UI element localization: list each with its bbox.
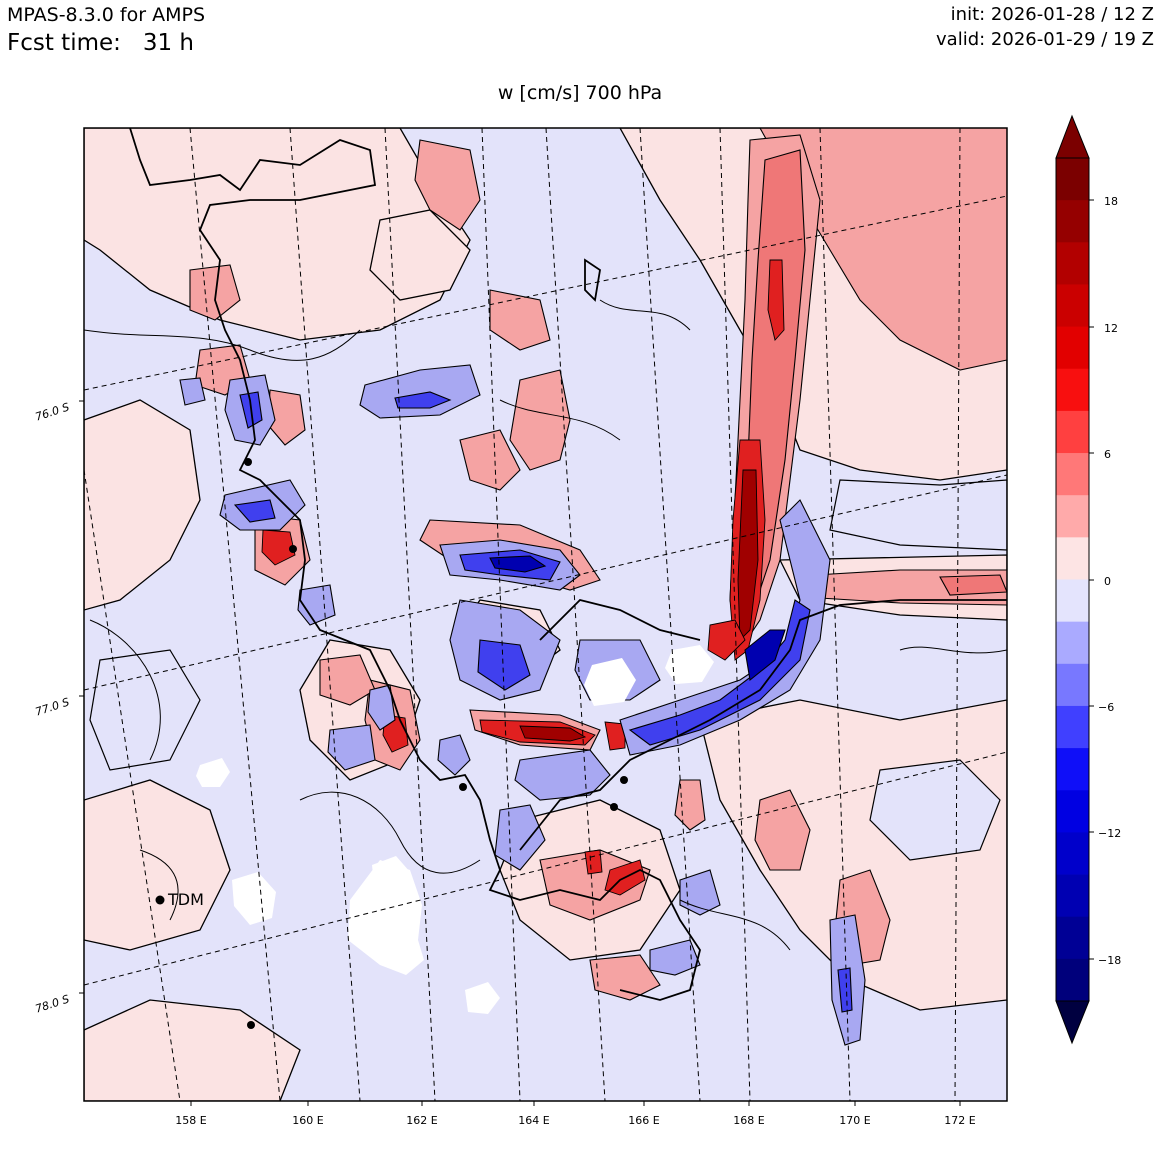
colorbar-segment xyxy=(1056,537,1089,580)
colorbar-segment xyxy=(1056,284,1089,327)
colorbar-segment xyxy=(1056,410,1089,454)
colorbar-tick-6: 6 xyxy=(1104,448,1111,461)
lat-label-78: 78.0 S xyxy=(34,992,71,1015)
colorbar-extend-top xyxy=(1055,114,1090,159)
lon-label-164: 164 E xyxy=(518,1114,549,1127)
lon-label-168: 168 E xyxy=(733,1114,764,1127)
station-dot xyxy=(610,803,618,811)
lon-label-160: 160 E xyxy=(292,1114,323,1127)
lon-label-166: 166 E xyxy=(628,1114,659,1127)
colorbar-segment xyxy=(1056,832,1089,875)
colorbar-segment xyxy=(1056,748,1089,791)
lat-label-76: 76.0 S xyxy=(34,400,71,423)
colorbar-extend-bottom xyxy=(1055,1000,1090,1045)
coastline xyxy=(129,128,1007,1001)
colorbar-tick-18: 18 xyxy=(1104,195,1118,208)
colorbar-segment xyxy=(1056,242,1089,285)
map-field: TDM xyxy=(84,128,1007,1101)
colorbar-tick-0: 0 xyxy=(1104,575,1111,588)
colorbar-segment xyxy=(1056,705,1089,749)
colorbar-segment xyxy=(1056,621,1089,665)
colorbar-segment xyxy=(1056,200,1089,243)
colorbar-segment xyxy=(1056,368,1089,412)
station-dot xyxy=(620,776,628,784)
longitude-axis: 158 E 160 E 162 E 164 E 166 E 168 E 170 … xyxy=(175,1101,976,1127)
init-time: init: 2026-01-28 / 12 Z xyxy=(950,4,1154,25)
colorbar-segment xyxy=(1056,663,1089,707)
lon-label-170: 170 E xyxy=(839,1114,870,1127)
latitude-axis: 76.0 S 77.0 S 78.0 S xyxy=(34,400,84,1016)
colorbar-segment xyxy=(1056,453,1089,496)
colorbar-segments xyxy=(1056,158,1089,1002)
station-dot-tdm xyxy=(155,895,165,905)
lat-label-77: 77.0 S xyxy=(34,695,71,718)
colorbar-segment xyxy=(1056,874,1089,918)
weak-negative-regions xyxy=(89,479,1007,861)
colorbar-segment xyxy=(1056,579,1089,623)
colorbar-segment xyxy=(1056,158,1089,201)
map-frame xyxy=(83,127,1008,1102)
forecast-time-value: 31 h xyxy=(142,30,194,56)
colorbar-segment xyxy=(1056,495,1089,538)
colorbar-tick-neg18: −18 xyxy=(1098,954,1121,967)
lon-label-158: 158 E xyxy=(175,1114,206,1127)
colorbar-tick-12: 12 xyxy=(1104,322,1118,335)
valid-time: valid: 2026-01-29 / 19 Z xyxy=(936,29,1154,50)
colorbar: 18 12 6 0 −6 −12 −18 xyxy=(1055,114,1121,1045)
station-dot xyxy=(244,458,252,466)
graticule xyxy=(84,128,1007,1101)
colorbar-segment xyxy=(1056,958,1089,1002)
missing-data-patches xyxy=(196,645,714,1014)
station-dot xyxy=(247,1021,255,1029)
forecast-time-label: Fcst time: xyxy=(7,30,121,56)
negative-w-regions xyxy=(179,364,866,1046)
lon-label-162: 162 E xyxy=(406,1114,437,1127)
plot-title: w [cm/s] 700 hPa xyxy=(497,82,663,104)
station-markers xyxy=(155,458,628,1029)
forecast-time: Fcst time: 31 h xyxy=(7,30,194,56)
colorbar-tick-neg12: −12 xyxy=(1098,827,1121,840)
colorbar-segment xyxy=(1056,326,1089,370)
colorbar-segment xyxy=(1056,916,1089,960)
model-name: MPAS-8.3.0 for AMPS xyxy=(7,4,206,26)
lon-label-172: 172 E xyxy=(944,1114,975,1127)
station-dot xyxy=(289,545,297,553)
colorbar-tick-neg6: −6 xyxy=(1098,701,1114,714)
colorbar-segment xyxy=(1056,790,1089,833)
station-label-tdm: TDM xyxy=(167,890,204,909)
station-dot xyxy=(459,783,467,791)
